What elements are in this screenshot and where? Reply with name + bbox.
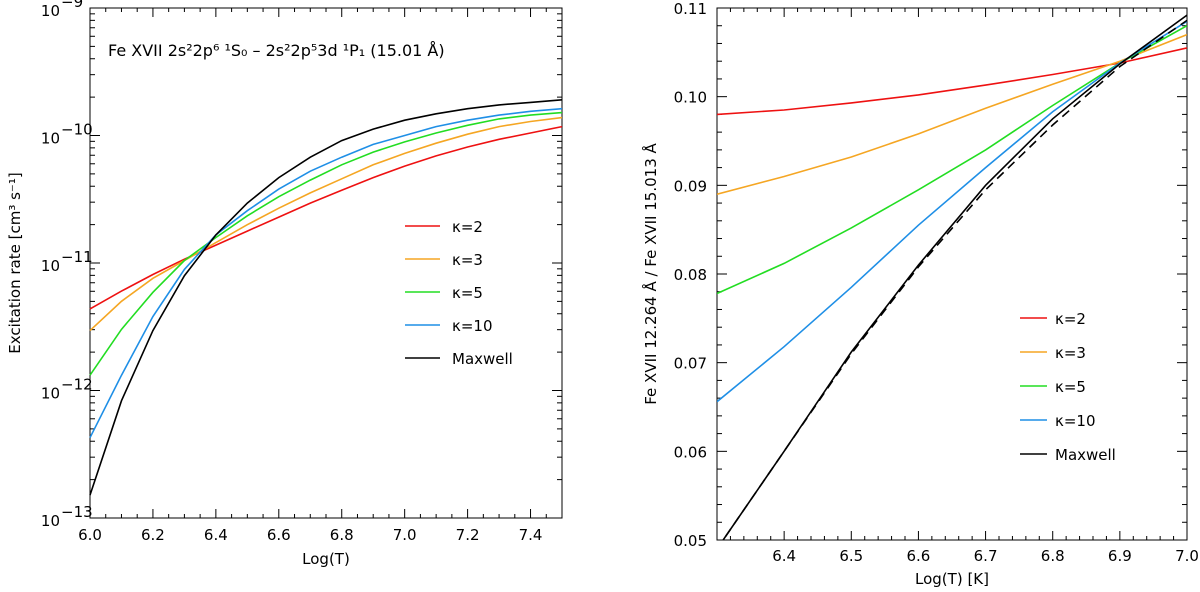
legend-label: κ=2 — [452, 218, 483, 236]
series-line-1 — [717, 33, 1187, 195]
x-axis-label: Log(T) — [302, 550, 350, 568]
y-tick-label-exponent: −10 — [61, 121, 93, 139]
legend-label: Maxwell — [1055, 446, 1116, 464]
chart-title: Fe XVII 2s²2p⁶ ¹S₀ – 2s²2p⁵3d ¹P₁ (15.01… — [108, 41, 445, 60]
y-axis-label: Fe XVII 12.264 Å / Fe XVII 15.013 Å — [641, 143, 660, 405]
y-tick-label-exponent: −9 — [61, 0, 83, 11]
x-tick-label: 6.6 — [267, 526, 291, 544]
x-tick-label: 6.4 — [772, 547, 796, 565]
series-line-3 — [89, 107, 563, 439]
y-tick-label-base: 10 — [41, 512, 60, 530]
plot-frame — [716, 7, 1188, 541]
x-tick-label: 7.4 — [519, 526, 543, 544]
y-tick-label: 0.08 — [674, 266, 707, 284]
x-tick-label: 6.8 — [330, 526, 354, 544]
y-tick-label: 0.09 — [674, 177, 707, 195]
line-ratio-chart: 6.4 6.5 6.6 6.7 6.8 6.9 7.0 0.05 0.06 0.07 0.08 0.0… — [641, 0, 1199, 588]
legend-label: κ=10 — [1055, 412, 1096, 430]
legend-label: κ=3 — [1055, 344, 1086, 362]
x-tick-label: 6.7 — [974, 547, 998, 565]
series-line-2 — [717, 25, 1187, 295]
series-line-4 — [722, 14, 1187, 540]
y-tick-label-base: 10 — [41, 2, 60, 20]
y-tick-label-base: 10 — [41, 130, 60, 148]
plot-frame — [89, 7, 563, 519]
y-tick-label-base: 10 — [41, 385, 60, 403]
y-tick-label-exponent: −13 — [61, 503, 93, 521]
series-line-3 — [717, 20, 1187, 403]
y-axis-label: Excitation rate [cm³ s⁻¹] — [6, 172, 24, 353]
series-line-0 — [89, 125, 563, 310]
series-line-0 — [717, 47, 1187, 116]
y-tick-label-exponent: −12 — [61, 376, 93, 394]
legend-label: κ=5 — [1055, 378, 1086, 396]
y-tick-label: 0.11 — [674, 0, 707, 18]
legend-label: κ=3 — [452, 251, 483, 269]
y-tick-label: 0.06 — [674, 443, 707, 461]
y-tick-label-base: 10 — [41, 257, 60, 275]
y-tick-label: 0.10 — [674, 89, 707, 107]
x-tick-label: 6.6 — [906, 547, 930, 565]
y-tick-label-exponent: −11 — [61, 248, 93, 266]
series-line-4 — [89, 99, 563, 496]
series-group — [717, 14, 1187, 540]
x-axis-label: Log(T) [K] — [915, 570, 989, 588]
x-tick-label: 6.2 — [141, 526, 165, 544]
x-tick-label: 7.0 — [393, 526, 417, 544]
x-tick-label: 6.5 — [839, 547, 863, 565]
x-tick-label: 6.0 — [78, 526, 102, 544]
x-tick-label: 6.9 — [1108, 547, 1132, 565]
legend-label: κ=2 — [1055, 310, 1086, 328]
series-line-1 — [89, 116, 563, 332]
series-line-2 — [89, 111, 563, 376]
y-tick-label: 0.07 — [674, 355, 707, 373]
legend-label: κ=10 — [452, 317, 493, 335]
legend-label: κ=5 — [452, 284, 483, 302]
x-tick-label: 6.4 — [204, 526, 228, 544]
x-tick-label: 7.2 — [456, 526, 480, 544]
legend-label: Maxwell — [452, 350, 513, 368]
x-tick-label: 6.8 — [1041, 547, 1065, 565]
x-tick-label: 7.0 — [1175, 547, 1199, 565]
y-tick-label: 0.05 — [674, 532, 707, 550]
series-line-dashed — [722, 19, 1187, 540]
